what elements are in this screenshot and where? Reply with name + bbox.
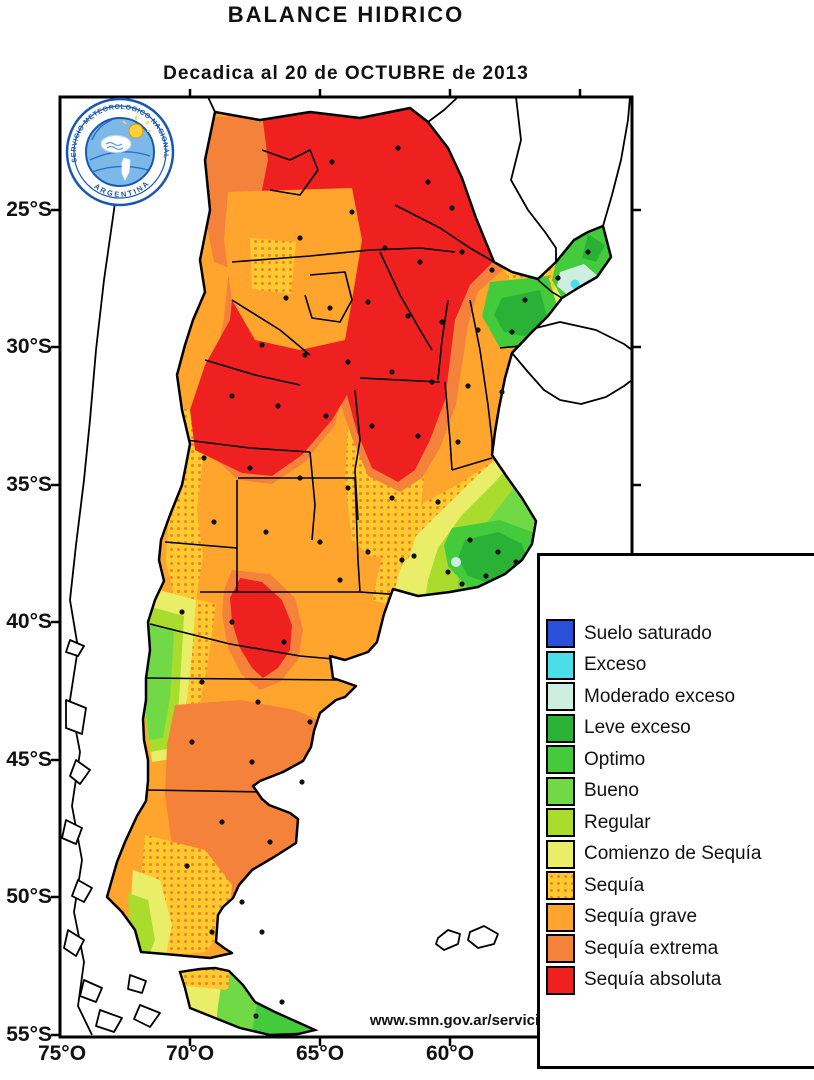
lon-tick-70o: 70°O xyxy=(165,1042,215,1065)
legend-swatch-moderado-exceso xyxy=(546,682,575,712)
tierra-del-fuego xyxy=(180,968,315,1035)
legend-swatch-sequia xyxy=(546,871,575,901)
tierra-del-fuego-outline xyxy=(178,966,319,1037)
lat-tick-25s: 25°S xyxy=(6,198,52,221)
legend-item: Comienzo de Sequía xyxy=(546,839,814,871)
legend-item: Leve exceso xyxy=(546,713,814,745)
legend-item: Sequía xyxy=(546,870,814,902)
legend: Suelo saturado Exceso Moderado exceso Le… xyxy=(537,553,814,1069)
legend-item: Optimo xyxy=(546,744,814,776)
legend-swatch-bueno xyxy=(546,776,575,806)
legend-swatch-exceso xyxy=(546,650,575,680)
legend-item: Moderado exceso xyxy=(546,681,814,713)
smn-logo: SERVICIO METEOROLOGICO NACIONAL ARGENTIN… xyxy=(65,97,175,207)
legend-swatch-regular xyxy=(546,808,575,838)
lon-tick-60o: 60°O xyxy=(425,1042,475,1065)
legend-swatch-comienzo-sequia xyxy=(546,839,575,869)
argentina-outline xyxy=(105,106,613,960)
lat-tick-30s: 30°S xyxy=(6,335,52,358)
lon-tick-65o: 65°O xyxy=(295,1042,345,1065)
lon-tick-75o: 75°O xyxy=(37,1042,87,1065)
legend-swatch-sequia-extrema xyxy=(546,934,575,964)
legend-swatch-leve-exceso xyxy=(546,713,575,743)
lat-tick-45s: 45°S xyxy=(6,748,52,771)
legend-item: Bueno xyxy=(546,776,814,808)
lat-tick-50s: 50°S xyxy=(6,885,52,908)
province-borders xyxy=(142,149,563,793)
neighbor-borders xyxy=(61,96,633,1036)
legend-swatch-suelo-saturado xyxy=(546,619,575,649)
legend-swatch-sequia-absoluta xyxy=(546,965,575,995)
map-date-subtitle: Decadica al 20 de OCTUBRE de 2013 xyxy=(163,63,529,84)
legend-item: Regular xyxy=(546,807,814,839)
page-title: BALANCE HIDRICO xyxy=(227,2,465,27)
legend-swatch-optimo xyxy=(546,745,575,775)
station-dots xyxy=(179,145,591,1019)
legend-item: Sequía extrema xyxy=(546,933,814,965)
legend-swatch-sequia-grave xyxy=(546,902,575,932)
legend-item: Suelo saturado xyxy=(546,618,814,650)
legend-item: Sequía absoluta xyxy=(546,965,814,997)
lat-tick-55s: 55°S xyxy=(6,1023,52,1046)
lat-tick-35s: 35°S xyxy=(6,473,52,496)
legend-item: Exceso xyxy=(546,650,814,682)
legend-item: Sequía grave xyxy=(546,902,814,934)
lat-tick-40s: 40°S xyxy=(6,610,52,633)
